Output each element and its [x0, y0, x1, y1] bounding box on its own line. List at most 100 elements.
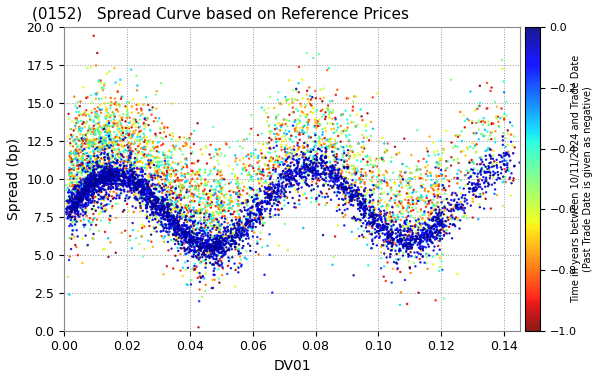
Point: [402, 163, 412, 169]
Point: [212, 158, 222, 164]
Point: [505, 153, 514, 159]
Point: [64, 193, 74, 200]
Point: [301, 162, 311, 168]
Point: [92, 162, 101, 168]
Point: [308, 104, 317, 110]
Point: [130, 176, 140, 182]
Point: [97, 201, 106, 207]
Point: [308, 173, 318, 179]
Point: [149, 201, 159, 207]
Point: [382, 236, 392, 242]
Point: [75, 136, 85, 142]
Point: [207, 285, 217, 291]
Point: [218, 248, 228, 254]
Point: [356, 203, 366, 209]
Point: [253, 132, 263, 138]
Point: [501, 169, 511, 175]
Point: [207, 216, 217, 222]
Point: [481, 157, 491, 163]
Point: [268, 171, 277, 177]
Point: [215, 239, 224, 245]
Point: [475, 204, 485, 210]
Point: [286, 155, 295, 162]
Point: [163, 214, 172, 220]
Point: [81, 200, 91, 206]
Point: [423, 251, 433, 257]
Point: [396, 198, 406, 204]
Point: [91, 183, 100, 189]
Point: [287, 154, 297, 160]
Point: [70, 193, 80, 200]
Point: [98, 209, 107, 215]
Point: [88, 165, 98, 171]
Point: [374, 235, 384, 241]
Point: [221, 249, 230, 255]
Point: [320, 141, 330, 147]
Point: [102, 123, 112, 129]
Point: [212, 247, 222, 253]
Point: [128, 177, 137, 183]
Point: [158, 152, 168, 158]
Point: [394, 150, 403, 156]
Point: [186, 235, 196, 241]
Point: [262, 179, 271, 185]
Point: [273, 196, 283, 202]
Point: [94, 122, 104, 128]
Point: [161, 225, 171, 231]
Point: [352, 190, 362, 196]
Point: [145, 192, 155, 198]
Point: [383, 233, 392, 239]
Point: [232, 180, 242, 186]
Point: [92, 159, 102, 165]
Point: [405, 165, 415, 171]
Point: [79, 189, 89, 195]
Point: [77, 186, 87, 192]
Point: [266, 173, 276, 179]
Point: [96, 169, 106, 175]
Point: [401, 169, 411, 175]
Point: [116, 122, 126, 128]
Point: [177, 222, 187, 228]
Point: [334, 168, 343, 174]
Point: [128, 174, 137, 180]
Point: [154, 218, 164, 224]
Point: [157, 212, 167, 218]
Point: [303, 164, 313, 170]
Point: [127, 167, 136, 173]
Point: [224, 206, 233, 212]
Point: [169, 227, 179, 233]
Point: [134, 101, 143, 108]
Point: [92, 115, 101, 121]
Point: [68, 190, 78, 196]
Point: [200, 169, 209, 175]
Point: [105, 173, 115, 179]
Point: [280, 116, 289, 122]
Point: [129, 169, 139, 175]
Point: [83, 175, 92, 181]
Point: [82, 195, 91, 201]
Point: [136, 177, 146, 183]
Point: [372, 221, 382, 227]
Point: [350, 215, 359, 221]
Point: [154, 196, 163, 202]
Point: [121, 183, 131, 189]
Point: [265, 180, 275, 186]
Point: [462, 167, 472, 173]
Point: [163, 202, 172, 208]
Point: [71, 185, 80, 191]
Point: [85, 180, 95, 186]
Point: [430, 152, 440, 158]
Point: [367, 211, 377, 217]
Point: [83, 139, 92, 146]
Point: [113, 173, 123, 179]
Point: [452, 200, 462, 206]
Point: [319, 158, 328, 164]
Point: [442, 206, 452, 212]
Point: [131, 160, 141, 166]
Point: [499, 174, 508, 180]
Point: [486, 160, 496, 166]
Point: [281, 171, 291, 177]
Point: [175, 213, 185, 219]
Point: [490, 136, 500, 142]
Point: [355, 199, 365, 205]
